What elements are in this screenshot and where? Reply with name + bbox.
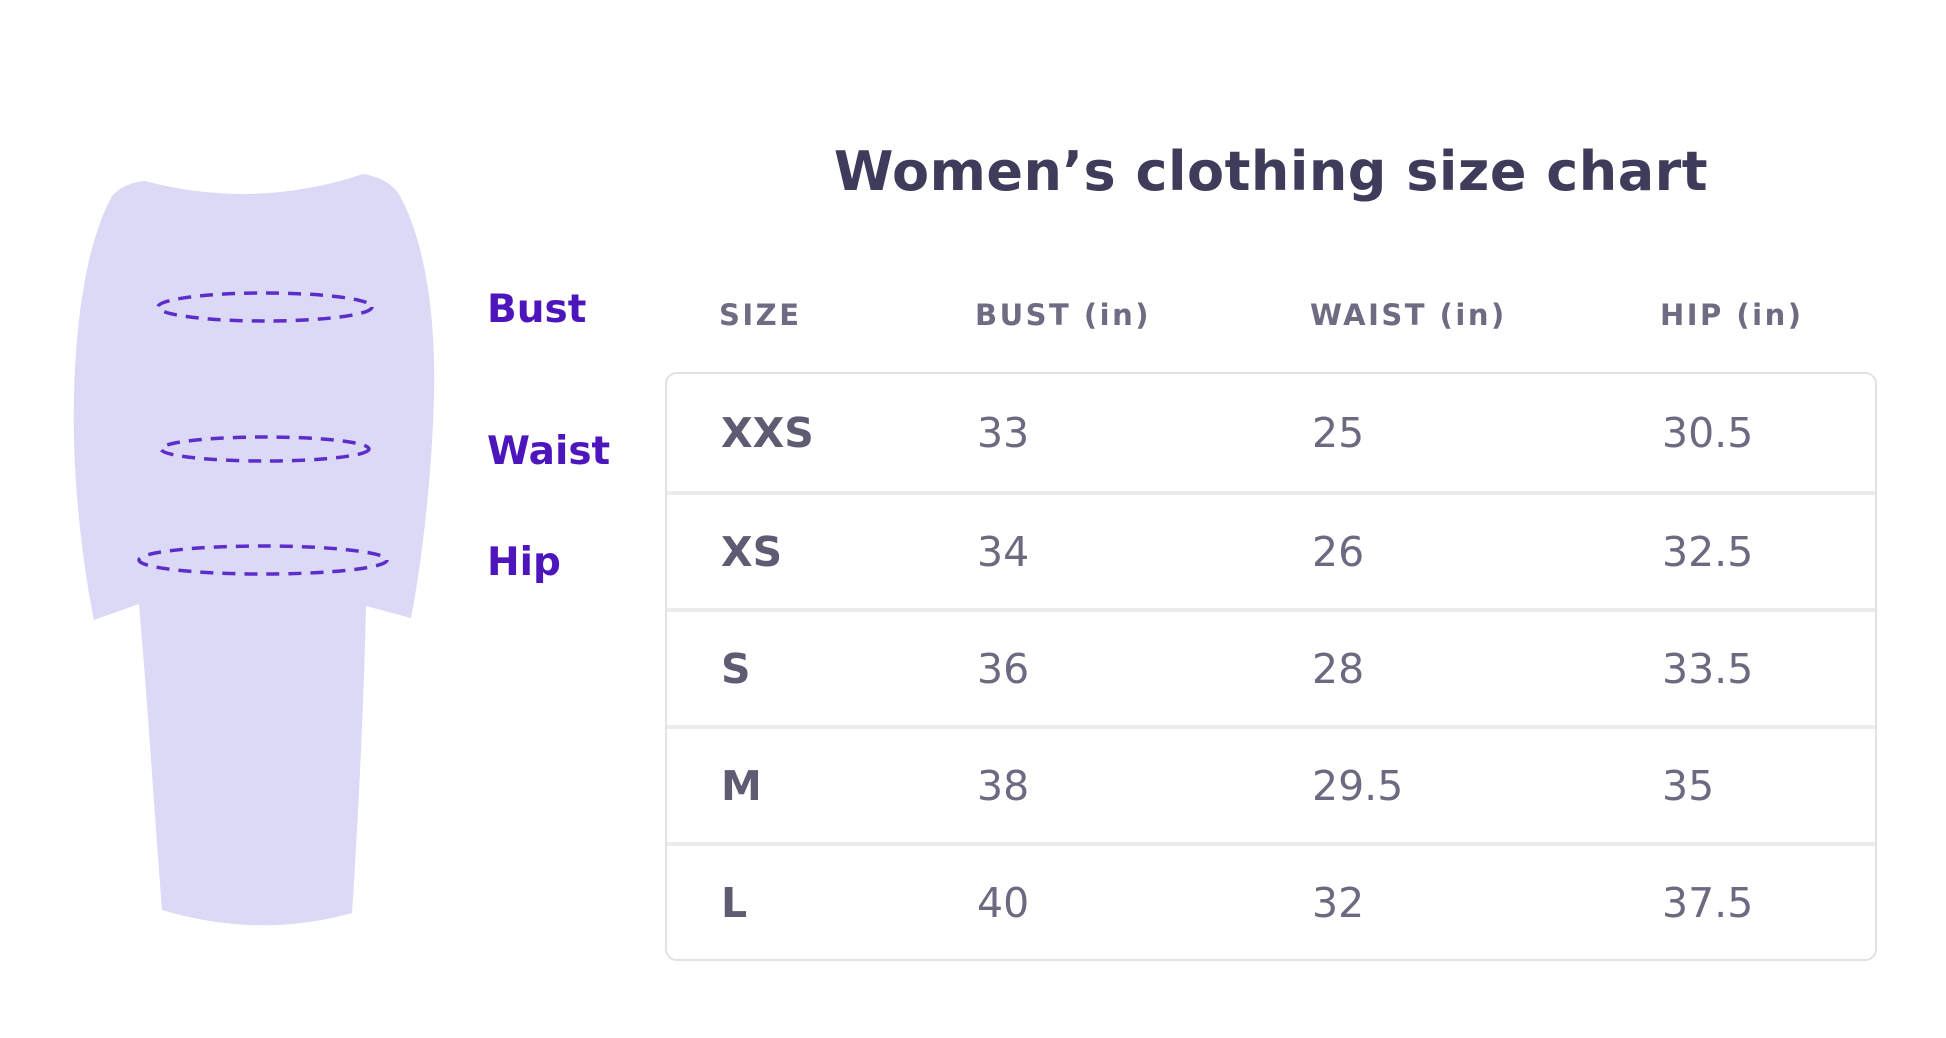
hip-cell: 37.5 [1662,878,1754,927]
hip-cell: 35 [1662,761,1715,810]
hip-cell: 33.5 [1662,644,1754,693]
table-row: L 40 32 37.5 [667,842,1875,959]
waist-measure-line [159,435,371,463]
size-cell: XXS [721,408,814,457]
column-header-waist: WAIST (in) [1310,298,1507,332]
bust-label: Bust [487,287,587,332]
waist-cell: 32 [1312,878,1365,927]
size-cell: L [721,878,748,927]
table-header-row: SIZE BUST (in) WAIST (in) HIP (in) [665,294,1877,336]
dress-illustration [73,174,435,926]
hip-measure-line [137,544,389,576]
waist-cell: 26 [1312,527,1365,576]
dress-silhouette [73,174,435,926]
page-title: Women’s clothing size chart [833,140,1709,203]
waist-cell: 29.5 [1312,761,1404,810]
bust-cell: 38 [977,761,1030,810]
waist-cell: 28 [1312,644,1365,693]
table-row: S 36 28 33.5 [667,608,1875,725]
column-header-hip: HIP (in) [1660,298,1804,332]
bust-cell: 33 [977,408,1030,457]
size-cell: S [721,644,751,693]
hip-label: Hip [487,540,561,585]
table-row: XXS 33 25 30.5 [667,374,1875,491]
bust-cell: 36 [977,644,1030,693]
bust-cell: 34 [977,527,1030,576]
bust-cell: 40 [977,878,1030,927]
size-table: XXS 33 25 30.5 XS 34 26 32.5 S 36 28 33.… [665,372,1877,961]
size-cell: M [721,761,762,810]
table-row: M 38 29.5 35 [667,725,1875,842]
size-cell: XS [721,527,783,576]
hip-cell: 32.5 [1662,527,1754,576]
waist-cell: 25 [1312,408,1365,457]
column-header-size: SIZE [719,298,802,332]
table-row: XS 34 26 32.5 [667,491,1875,608]
hip-cell: 30.5 [1662,408,1754,457]
waist-label: Waist [487,429,611,474]
bust-measure-line [156,291,374,323]
column-header-bust: BUST (in) [975,298,1152,332]
